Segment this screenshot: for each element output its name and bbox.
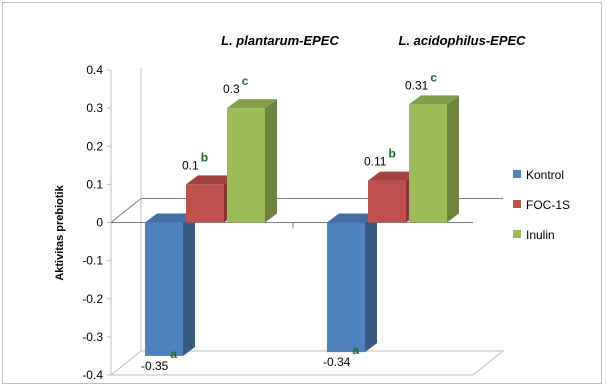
chart-floor bbox=[109, 350, 505, 376]
y-tick-labels: 0.4 0.3 0.2 0.1 0 -0.1 -0.2 -0.3 -0.4 bbox=[82, 63, 111, 382]
legend-swatch bbox=[513, 230, 521, 238]
y-tick-label: -0.4 bbox=[82, 368, 103, 382]
bar-top bbox=[327, 213, 377, 223]
zero-line-depth bbox=[110, 198, 142, 223]
data-label: -0.35 bbox=[141, 359, 169, 373]
group-title: L. acidophilus-EPEC bbox=[398, 33, 526, 48]
y-axis-label: Aktivitas prebiotik bbox=[54, 184, 66, 280]
y-tick-label: 0 bbox=[96, 216, 103, 230]
legend-swatch bbox=[513, 200, 521, 208]
bar-kontrol bbox=[145, 213, 195, 356]
y-tick-label: -0.3 bbox=[82, 330, 103, 344]
y-tick-label: 0.1 bbox=[86, 177, 103, 191]
data-label: 0.1 bbox=[182, 158, 199, 172]
data-label: -0.34 bbox=[323, 355, 351, 369]
significance-letter: c bbox=[242, 74, 249, 88]
legend-label: Inulin bbox=[526, 228, 555, 242]
bar-top bbox=[186, 175, 236, 185]
bar-top bbox=[145, 213, 195, 223]
bar-front bbox=[186, 184, 224, 223]
y-tick-label: 0.4 bbox=[86, 63, 103, 77]
significance-letter: c bbox=[430, 70, 437, 84]
y-tick-label: -0.1 bbox=[82, 254, 103, 268]
legend-label: FOC-1S bbox=[526, 198, 570, 212]
bar-front bbox=[227, 108, 265, 223]
bar-top bbox=[227, 99, 277, 109]
bar-front bbox=[409, 104, 447, 223]
significance-letter: b bbox=[201, 150, 208, 164]
chart-frame: 0.4 0.3 0.2 0.1 0 -0.1 -0.2 -0.3 -0.4 -0.35 a 0.1 b… bbox=[2, 2, 602, 384]
bar-front bbox=[145, 222, 183, 356]
significance-letter: a bbox=[352, 343, 359, 357]
bar-side bbox=[265, 99, 277, 223]
y-tick-label: 0.2 bbox=[86, 139, 103, 153]
significance-letter: a bbox=[170, 347, 177, 361]
bar-top bbox=[368, 171, 418, 181]
bar-front bbox=[327, 222, 365, 353]
y-tick-label: -0.2 bbox=[82, 292, 103, 306]
bar-chart: 0.40.30.20.10-0.1-0.2-0.3-0.4 -0.35a0.1b… bbox=[54, 33, 570, 382]
bar-top bbox=[409, 95, 459, 105]
bar-kontrol bbox=[327, 213, 377, 353]
y-tick-label: 0.3 bbox=[86, 101, 103, 115]
significance-letter: b bbox=[388, 147, 395, 161]
bar-inulin bbox=[227, 99, 277, 223]
data-label: 0.3 bbox=[223, 82, 240, 96]
bars bbox=[145, 95, 459, 356]
legend: Kontrol FOC-1S Inulin bbox=[513, 168, 570, 242]
legend-label: Kontrol bbox=[526, 168, 564, 182]
data-label: 0.11 bbox=[364, 155, 387, 169]
bar-inulin bbox=[409, 95, 459, 223]
legend-swatch bbox=[513, 170, 521, 178]
bar-side bbox=[183, 213, 195, 356]
data-label: 0.31 bbox=[405, 78, 429, 92]
group-titles: L. plantarum-EPEC L. acidophilus-EPEC bbox=[221, 33, 526, 48]
bar-front bbox=[368, 180, 406, 223]
bar-side bbox=[365, 213, 377, 353]
bar-side bbox=[447, 95, 459, 223]
group-title: L. plantarum-EPEC bbox=[221, 33, 339, 48]
